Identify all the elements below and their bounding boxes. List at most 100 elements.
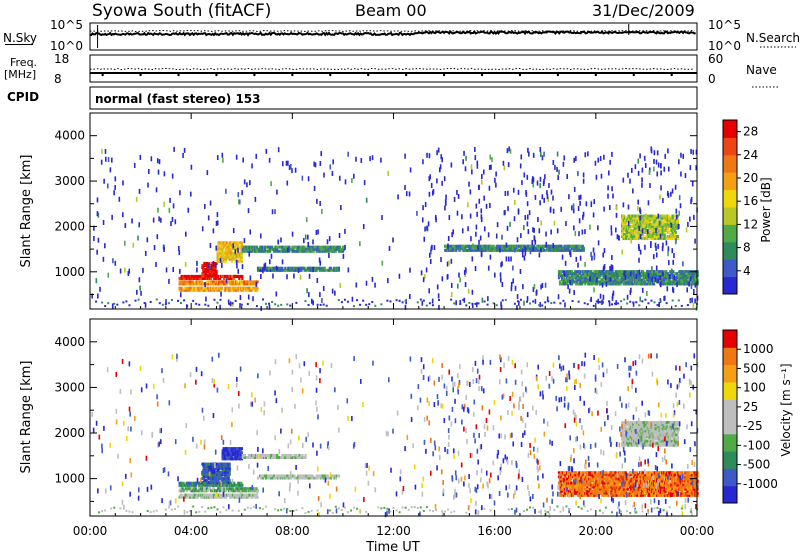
data-cell	[219, 472, 222, 476]
data-cell	[625, 276, 628, 280]
colorbar-frame	[722, 119, 738, 295]
data-cell	[230, 495, 233, 499]
data-cell	[593, 272, 596, 276]
data-cell	[158, 216, 160, 222]
data-cell	[603, 265, 605, 271]
data-cell	[528, 210, 531, 216]
data-cell	[250, 493, 253, 497]
data-cell	[241, 483, 244, 487]
data-cell	[309, 245, 312, 249]
data-cell	[136, 289, 138, 295]
freq-mark	[253, 73, 256, 77]
data-cell	[318, 257, 321, 263]
data-cell	[663, 234, 666, 238]
data-cell	[508, 146, 511, 152]
data-cell	[652, 280, 656, 284]
data-cell	[307, 234, 309, 240]
data-cell	[597, 225, 599, 231]
data-cell	[666, 280, 669, 284]
data-cell	[501, 234, 503, 240]
data-cell	[644, 298, 647, 301]
data-cell	[623, 224, 626, 228]
data-cell	[563, 155, 566, 161]
data-cell	[463, 297, 466, 303]
data-cell	[665, 270, 668, 274]
data-cell	[233, 245, 236, 249]
data-cell	[582, 178, 585, 184]
data-cell	[332, 159, 334, 165]
data-cell	[206, 286, 210, 290]
data-cell	[599, 156, 602, 162]
data-cell	[541, 155, 544, 161]
data-cell	[624, 275, 627, 281]
data-cell	[209, 280, 213, 284]
data-cell	[663, 214, 666, 218]
data-cell	[210, 288, 214, 292]
data-cell	[303, 266, 306, 270]
data-cell	[616, 276, 619, 280]
data-cell	[172, 266, 175, 272]
data-cell	[655, 234, 658, 238]
data-cell	[221, 152, 224, 158]
data-cell	[676, 272, 679, 276]
data-cell	[542, 246, 545, 250]
data-cell	[557, 294, 560, 300]
data-cell	[522, 248, 526, 252]
data-cell	[659, 282, 662, 288]
data-cell	[602, 252, 605, 258]
data-cell	[103, 178, 105, 184]
data-cell	[302, 249, 305, 253]
data-cell	[626, 427, 629, 431]
data-cell	[328, 252, 330, 258]
data-cell	[464, 166, 467, 172]
data-cell	[617, 235, 620, 241]
data-cell	[181, 487, 184, 491]
data-cell	[621, 249, 624, 255]
data-cell	[462, 298, 465, 301]
data-cell	[557, 175, 559, 181]
data-cell	[338, 233, 341, 239]
data-cell	[209, 483, 213, 487]
data-cell	[507, 190, 509, 196]
data-cell	[630, 167, 633, 173]
data-cell	[626, 441, 629, 445]
data-cell	[160, 217, 162, 223]
data-cell	[186, 288, 189, 292]
data-cell	[667, 421, 670, 425]
data-cell	[641, 232, 644, 236]
data-cell	[243, 179, 246, 185]
data-cell	[573, 186, 576, 192]
data-cell	[177, 246, 180, 252]
data-cell	[255, 453, 259, 457]
data-cell	[233, 481, 236, 485]
data-cell	[567, 246, 570, 250]
data-cell	[632, 270, 635, 274]
data-cell	[226, 457, 229, 461]
data-cell	[691, 278, 694, 282]
data-cell	[256, 268, 260, 272]
data-cell	[275, 265, 278, 271]
data-cell	[308, 273, 311, 279]
data-cell	[95, 278, 98, 284]
data-cell	[524, 250, 527, 256]
data-cell	[409, 293, 411, 299]
data-cell	[216, 155, 219, 161]
data-cell	[636, 272, 640, 276]
data-cell	[314, 162, 317, 168]
data-cell	[232, 280, 235, 284]
data-cell	[652, 254, 655, 260]
data-cell	[524, 246, 527, 252]
data-cell	[363, 180, 366, 186]
data-cell	[510, 256, 512, 262]
data-cell	[234, 249, 237, 255]
data-cell	[685, 270, 688, 274]
data-cell	[289, 163, 292, 169]
data-cell	[695, 165, 697, 171]
data-cell	[653, 224, 656, 228]
data-cell	[569, 276, 572, 280]
data-cell	[182, 152, 184, 158]
data-cell	[163, 171, 166, 177]
data-cell	[320, 151, 323, 157]
data-cell	[226, 255, 229, 259]
